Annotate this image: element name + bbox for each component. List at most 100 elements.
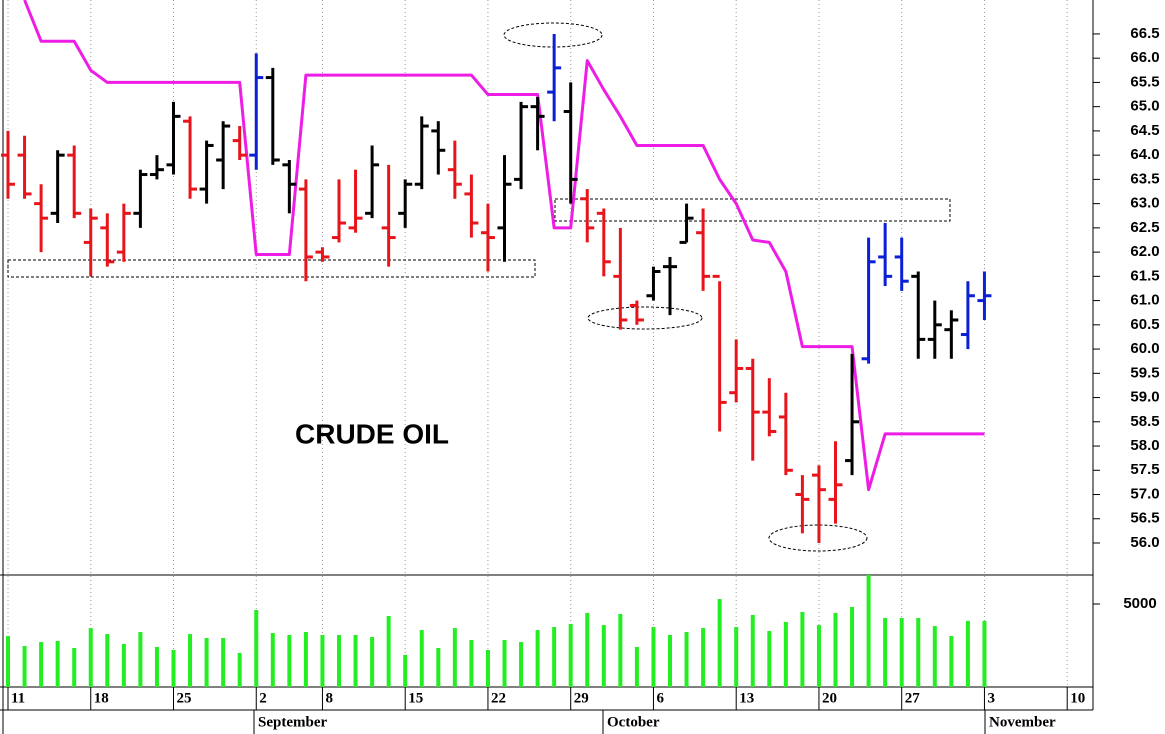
volume-bar (270, 633, 275, 687)
x-tick-label: 8 (325, 690, 333, 706)
y-tick-label: 61.5 (1130, 267, 1159, 284)
volume-bar (684, 632, 689, 687)
volume-bar (403, 654, 408, 687)
low-ellipse (587, 306, 703, 330)
y-tick-label: 62.0 (1130, 243, 1159, 260)
volume-bar (519, 642, 524, 687)
month-label: November (989, 714, 1056, 730)
volume-bar (171, 649, 176, 687)
volume-bar (866, 575, 871, 687)
y-tick-label: 58.5 (1130, 413, 1159, 430)
y-tick-label: 66.0 (1130, 49, 1159, 66)
volume-bar (668, 635, 672, 687)
volume-bar (651, 627, 656, 687)
volume-bar (883, 617, 888, 687)
y-tick-label: 66.5 (1130, 25, 1159, 42)
volume-bar (22, 645, 27, 687)
volume-bar (452, 628, 457, 687)
volume-bar (816, 625, 821, 687)
volume-bar (502, 640, 507, 687)
volume-bar (485, 649, 490, 687)
volume-bar (469, 640, 474, 687)
x-tick-label: 13 (739, 690, 754, 706)
volume-bar (88, 628, 93, 687)
x-tick-label: 29 (574, 690, 589, 706)
volume-bar (552, 627, 557, 687)
y-tick-label: 59.0 (1130, 389, 1159, 406)
volume-bar (254, 609, 259, 687)
volume-bar (39, 642, 44, 687)
x-tick-label: 11 (11, 690, 25, 706)
month-label: October (607, 714, 660, 730)
x-tick-label: 2 (259, 690, 267, 706)
volume-bar (568, 623, 573, 687)
volume-bar (320, 635, 325, 687)
stop-line (23, 0, 985, 492)
y-tick-label: 56.0 (1130, 534, 1159, 551)
y-tick-label: 61.0 (1130, 292, 1159, 309)
volume-bar (204, 638, 209, 687)
x-tick-label: 18 (94, 690, 109, 706)
volume-bar (138, 632, 143, 687)
y-tick-label: 63.5 (1130, 170, 1159, 187)
chart-title: CRUDE OIL (295, 418, 449, 449)
volume-bar (6, 636, 10, 687)
volume-bar (55, 641, 60, 687)
month-label: September (258, 714, 327, 730)
volume-bar (72, 647, 77, 687)
volume-bar (717, 599, 722, 687)
volume-bar (634, 646, 639, 687)
volume-bar (287, 635, 292, 687)
y-tick-label: 65.5 (1130, 73, 1159, 90)
y-tick-label: 57.0 (1130, 485, 1159, 502)
y-tick-label: 63.0 (1130, 195, 1159, 212)
volume-bar (916, 617, 921, 687)
x-tick-label: 20 (822, 690, 837, 706)
volume-bar (419, 630, 424, 687)
y-tick-label: 58.0 (1130, 437, 1159, 454)
volume-bar (949, 636, 954, 687)
x-tick-label: 6 (656, 690, 664, 706)
volume-bar (353, 635, 358, 687)
volume-bar (701, 628, 706, 687)
volume-bar (188, 634, 193, 687)
y-tick-label: 60.0 (1130, 340, 1159, 357)
x-tick-label: 22 (491, 690, 506, 706)
volume-bar (436, 647, 441, 687)
resistance-box (554, 198, 951, 222)
volume-bar (386, 615, 391, 687)
y-tick-label: 62.5 (1130, 219, 1159, 236)
x-tick-label: 10 (1070, 690, 1085, 706)
volume-bar (303, 632, 308, 687)
volume-bar (601, 625, 606, 687)
volume-tick-label: 5000 (1123, 595, 1156, 612)
x-tick-label: 3 (987, 690, 995, 706)
grid (7, 0, 1068, 687)
y-tick-label: 56.5 (1130, 510, 1159, 527)
volume-bar (337, 635, 341, 687)
volume-bar (767, 631, 772, 687)
volume-bar (105, 634, 110, 687)
y-tick-label: 60.5 (1130, 316, 1159, 333)
bottom-ellipse (768, 524, 868, 552)
y-tick-label: 64.0 (1130, 146, 1159, 163)
volume-bar (618, 613, 623, 687)
support-box (7, 259, 536, 278)
volume-bar (800, 611, 805, 687)
volume-bar (899, 617, 904, 687)
volume-bar (932, 626, 937, 687)
y-tick-label: 57.5 (1130, 461, 1159, 478)
volume-bar (370, 637, 375, 687)
volume-bar (982, 620, 987, 687)
volume-bar (154, 646, 159, 687)
x-tick-label: 25 (177, 690, 192, 706)
volume-bar (750, 614, 755, 687)
y-tick-label: 59.5 (1130, 364, 1159, 381)
frame (0, 0, 1094, 734)
volume-bar (585, 612, 590, 687)
volume-bar (965, 620, 970, 687)
volume-bar (783, 621, 788, 687)
y-tick-label: 65.0 (1130, 98, 1159, 115)
x-tick-label: 27 (905, 690, 921, 706)
